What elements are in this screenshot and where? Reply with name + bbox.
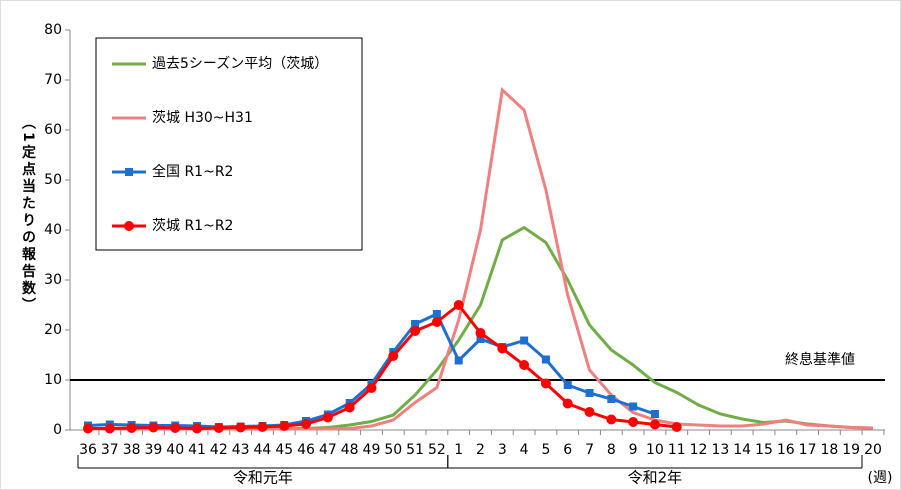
x-tick-label: 5 [541, 442, 550, 458]
y-tick-label: 50 [44, 172, 62, 188]
point [540, 378, 551, 389]
x-tick-label: 51 [406, 442, 424, 458]
point [476, 335, 485, 343]
point [520, 336, 529, 345]
legend [95, 37, 363, 251]
x-tick-label: 10 [646, 442, 664, 458]
x-tick-label: 36 [79, 442, 97, 458]
y-tick-label: 0 [53, 422, 62, 438]
point [563, 381, 572, 389]
y-tick-label: 40 [44, 222, 62, 238]
point [475, 328, 486, 338]
x-unit: (週) [868, 470, 893, 486]
y-tick-label: 10 [44, 372, 62, 388]
y-tick-label: 20 [44, 322, 62, 338]
point [148, 422, 159, 433]
x-tick-label: 6 [563, 442, 572, 458]
point [562, 398, 573, 409]
point [453, 300, 464, 310]
y-tick-label: 70 [44, 72, 62, 88]
point [584, 407, 595, 417]
point [650, 410, 659, 418]
point [497, 343, 508, 354]
x-tick-label: 38 [123, 442, 141, 458]
x-tick-label: 43 [232, 442, 250, 458]
point [235, 422, 246, 433]
point [629, 402, 638, 411]
y-tick-label: 60 [44, 122, 62, 138]
x-tick-label: 9 [629, 442, 638, 458]
legend-label: 茨城 R1~R2 [152, 218, 233, 234]
point [213, 423, 224, 433]
point [192, 423, 203, 434]
x-tick-label: 19 [842, 442, 860, 458]
x-tick-label: 13 [711, 442, 729, 458]
reference-label: 終息基準値 [785, 351, 855, 368]
legend-label: 過去5シーズン平均（茨城） [152, 56, 328, 72]
point [301, 419, 312, 429]
x-tick-label: 14 [733, 442, 751, 458]
x-tick-label: 20 [864, 442, 882, 458]
legend-label: 全国 R1~R2 [152, 163, 233, 180]
x-tick-label: 3 [498, 442, 507, 458]
x-tick-label: 4 [520, 442, 529, 458]
legend-marker [125, 168, 133, 176]
point [607, 395, 616, 403]
point [606, 414, 617, 425]
y-tick-label: 80 [44, 22, 62, 38]
point [671, 422, 682, 432]
x-tick-label: 12 [690, 442, 708, 458]
x-tick-label: 18 [820, 442, 838, 458]
point [104, 423, 115, 434]
y-tick-label: 30 [44, 272, 62, 288]
point [388, 351, 399, 361]
point [411, 320, 420, 328]
point [170, 423, 181, 433]
x-tick-label: 15 [755, 442, 773, 458]
point [410, 326, 421, 336]
x-tick-label: 46 [297, 442, 315, 458]
x-tick-label: 40 [166, 442, 184, 458]
point [279, 421, 290, 431]
point [649, 419, 660, 430]
point [344, 402, 355, 413]
x-tick-label: 48 [341, 442, 359, 458]
legend-label: 茨城 H30~H31 [152, 110, 253, 126]
x-tick-label: 8 [607, 442, 616, 458]
y-axis-title: （1定点当たりの報告数） [20, 115, 37, 315]
x-tick-label: 49 [363, 442, 381, 458]
x-tick-label: 50 [384, 442, 402, 458]
x-tick-label: 2 [476, 442, 485, 458]
x-tick-label: 44 [254, 442, 272, 458]
point [366, 383, 377, 393]
x-tick-label: 17 [799, 442, 817, 458]
point [126, 423, 137, 433]
group-label: 令和元年 [233, 469, 293, 487]
point [322, 412, 333, 423]
point [257, 422, 268, 432]
point [432, 310, 441, 318]
point [519, 360, 530, 370]
x-tick-label: 47 [319, 442, 337, 458]
x-tick-label: 1 [454, 442, 463, 458]
x-tick-label: 41 [188, 442, 206, 458]
x-tick-label: 11 [668, 442, 686, 458]
series-line [88, 302, 677, 431]
x-tick-label: 16 [777, 442, 795, 458]
x-tick-label: 52 [428, 442, 446, 458]
x-tick-label: 37 [101, 442, 119, 458]
x-tick-label: 7 [585, 442, 594, 458]
point [83, 423, 93, 434]
point [628, 417, 639, 427]
legend-marker [124, 221, 134, 231]
x-tick-label: 42 [210, 442, 228, 458]
x-tick-label: 39 [145, 442, 163, 458]
point [431, 317, 442, 327]
group-label: 令和2年 [628, 469, 683, 487]
point [585, 389, 594, 397]
point [454, 356, 463, 365]
x-tick-label: 45 [275, 442, 293, 458]
point [541, 355, 550, 364]
